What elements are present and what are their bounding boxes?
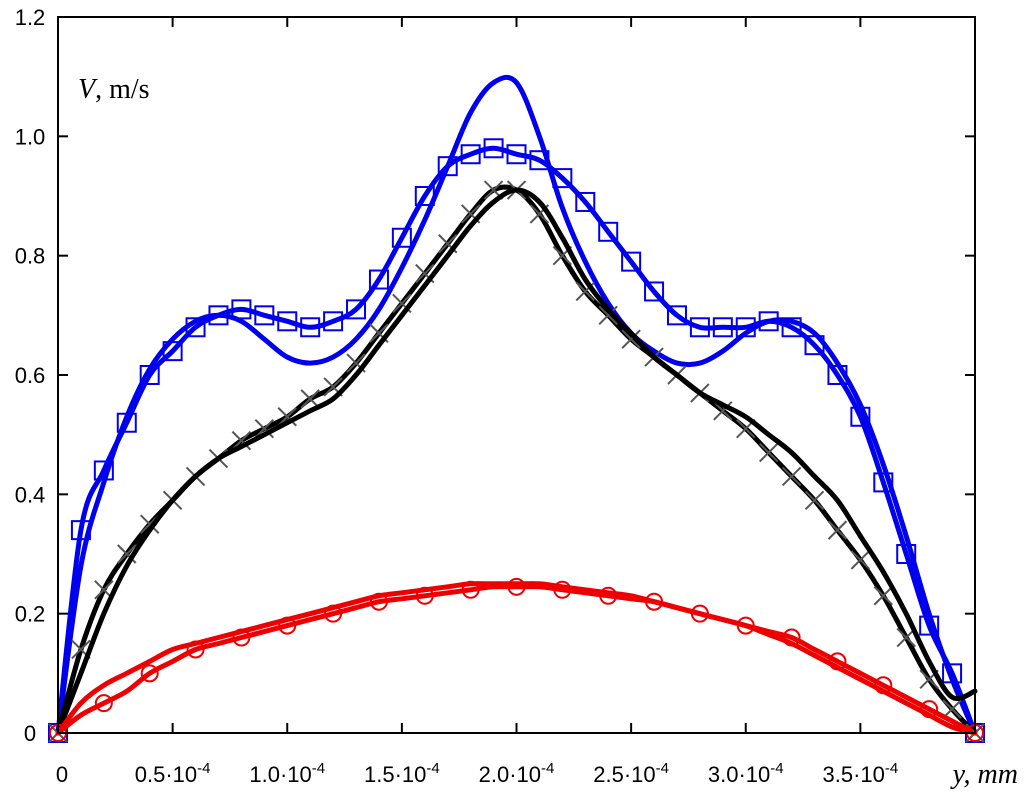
series-line	[55, 145, 978, 736]
square-marker	[666, 305, 687, 326]
x-marker	[254, 418, 275, 439]
series-3	[55, 187, 978, 736]
y-tick-label: 1.0	[15, 124, 46, 149]
series-1	[55, 74, 978, 736]
square-marker	[437, 156, 458, 177]
x-tick-label: 3.0·10-4	[708, 760, 784, 787]
x-marker	[804, 490, 825, 511]
square-marker	[896, 544, 917, 564]
y-axis-unit: , m/s	[95, 74, 149, 105]
y-tick-label: 0.4	[15, 482, 46, 507]
circle-marker	[94, 694, 113, 713]
y-axis-variable: V	[78, 74, 98, 105]
series-line	[55, 584, 978, 736]
square-marker	[391, 227, 412, 248]
y-tick-label: 0.6	[15, 363, 46, 388]
y-axis-label: V, m/s	[78, 74, 150, 105]
square-marker	[689, 317, 710, 338]
x-tick-label: 1.5·10-4	[364, 760, 440, 787]
square-marker	[873, 472, 894, 493]
x-marker	[231, 430, 252, 451]
y-tick-label: 0.8	[15, 244, 46, 269]
plot-marks	[48, 74, 985, 743]
x-tick-label: 0	[56, 762, 68, 787]
x-marker	[277, 407, 297, 427]
square-marker	[300, 317, 321, 338]
square-marker	[231, 299, 252, 320]
y-tick-label: 0.2	[15, 602, 46, 627]
x-marker	[598, 305, 618, 326]
square-marker	[644, 281, 665, 302]
x-marker	[758, 442, 779, 463]
square-marker	[346, 299, 367, 320]
x-tick-label: 3.5·10-4	[823, 760, 899, 787]
x-tick-label: 0.5·10-4	[135, 760, 211, 787]
x-marker	[300, 389, 320, 409]
y-tick-label: 0	[24, 721, 36, 746]
square-marker	[506, 144, 527, 165]
x-marker	[873, 586, 894, 606]
x-marker	[827, 520, 848, 540]
x-axis-label: y, mm	[950, 759, 1018, 790]
square-marker	[598, 221, 619, 242]
series-5	[55, 581, 978, 736]
series-4	[49, 577, 984, 742]
square-marker	[368, 269, 389, 290]
square-marker	[621, 251, 642, 272]
x-marker	[942, 699, 962, 719]
square-marker	[460, 144, 481, 165]
series-line	[55, 74, 978, 736]
x-marker	[621, 329, 641, 349]
x-tick-label: 2.0·10-4	[479, 760, 555, 787]
square-marker	[323, 311, 344, 332]
x-tick-label: 1.0·10-4	[249, 760, 325, 787]
circle-marker	[507, 577, 526, 596]
y-tick-label: 1.2	[15, 5, 46, 30]
square-marker	[277, 311, 298, 332]
x-marker	[781, 466, 802, 487]
square-marker	[575, 191, 596, 212]
square-marker	[712, 317, 733, 338]
circle-marker	[140, 664, 159, 683]
square-marker	[254, 305, 275, 326]
series-line	[55, 581, 978, 736]
x-marker	[713, 401, 733, 421]
axis-ticks	[58, 17, 975, 733]
x-marker	[850, 550, 871, 570]
square-marker	[781, 317, 802, 338]
square-marker	[483, 138, 504, 159]
series-line	[55, 187, 978, 736]
x-tick-label: 2.5·10-4	[593, 760, 669, 787]
tick-labels: 0 0.5·10-4 1.0·10-4 1.5·10-4 2.0·10-4 2.5·10-…	[15, 5, 899, 787]
